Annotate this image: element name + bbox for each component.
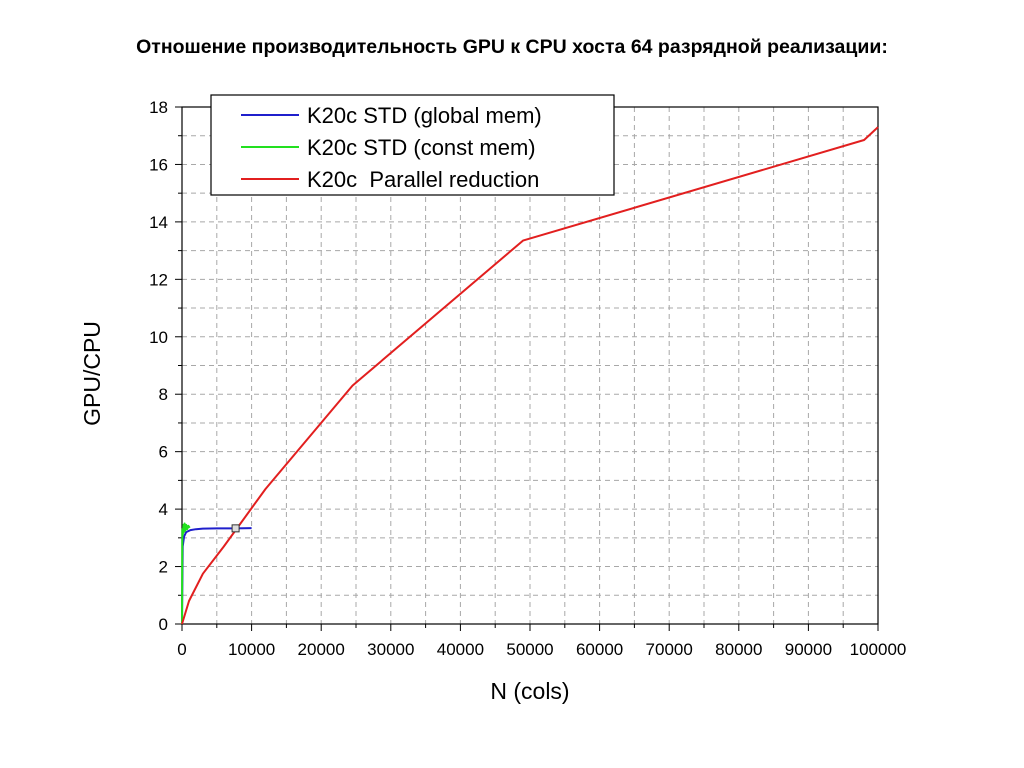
legend-label: K20c Parallel reduction — [307, 167, 539, 192]
x-tick-label: 90000 — [785, 640, 832, 659]
x-axis-title: N (cols) — [490, 678, 569, 704]
y-tick-label: 0 — [159, 615, 168, 634]
grid — [182, 107, 878, 624]
x-tick-label: 0 — [177, 640, 186, 659]
legend-label: K20c STD (global mem) — [307, 103, 542, 128]
slide-title: Отношение производительность GPU к CPU х… — [136, 36, 888, 58]
y-tick-label: 18 — [149, 98, 168, 117]
x-tick-label: 80000 — [715, 640, 762, 659]
x-tick-label: 20000 — [298, 640, 345, 659]
y-tick-label: 10 — [149, 328, 168, 347]
x-tick-label: 10000 — [228, 640, 275, 659]
y-tick-label: 2 — [159, 558, 168, 577]
series — [181, 126, 879, 625]
series-line-3 — [181, 126, 879, 625]
x-tick-label: 100000 — [850, 640, 907, 659]
x-tick-label: 50000 — [506, 640, 553, 659]
y-axis-title: GPU/CPU — [79, 321, 105, 426]
x-tick-label: 60000 — [576, 640, 623, 659]
y-tick-label: 4 — [159, 500, 168, 519]
x-tick-label: 70000 — [646, 640, 693, 659]
series-line-1 — [181, 527, 252, 625]
y-tick-label: 12 — [149, 270, 168, 289]
y-tick-label: 14 — [149, 213, 168, 232]
axis-ticks: 0 10000 20000 30000 40000 50000 60000 70000 8000… — [149, 98, 906, 659]
series-line-2 — [181, 522, 191, 625]
y-tick-label: 16 — [149, 155, 168, 174]
x-tick-label: 30000 — [367, 640, 414, 659]
y-tick-label: 6 — [159, 443, 168, 462]
legend: K20c STD (global mem) K20c STD (const mem… — [210, 94, 615, 196]
intersection-marker — [231, 524, 240, 533]
x-tick-label: 40000 — [437, 640, 484, 659]
legend-label: K20c STD (const mem) — [307, 135, 536, 160]
y-tick-label: 8 — [159, 385, 168, 404]
